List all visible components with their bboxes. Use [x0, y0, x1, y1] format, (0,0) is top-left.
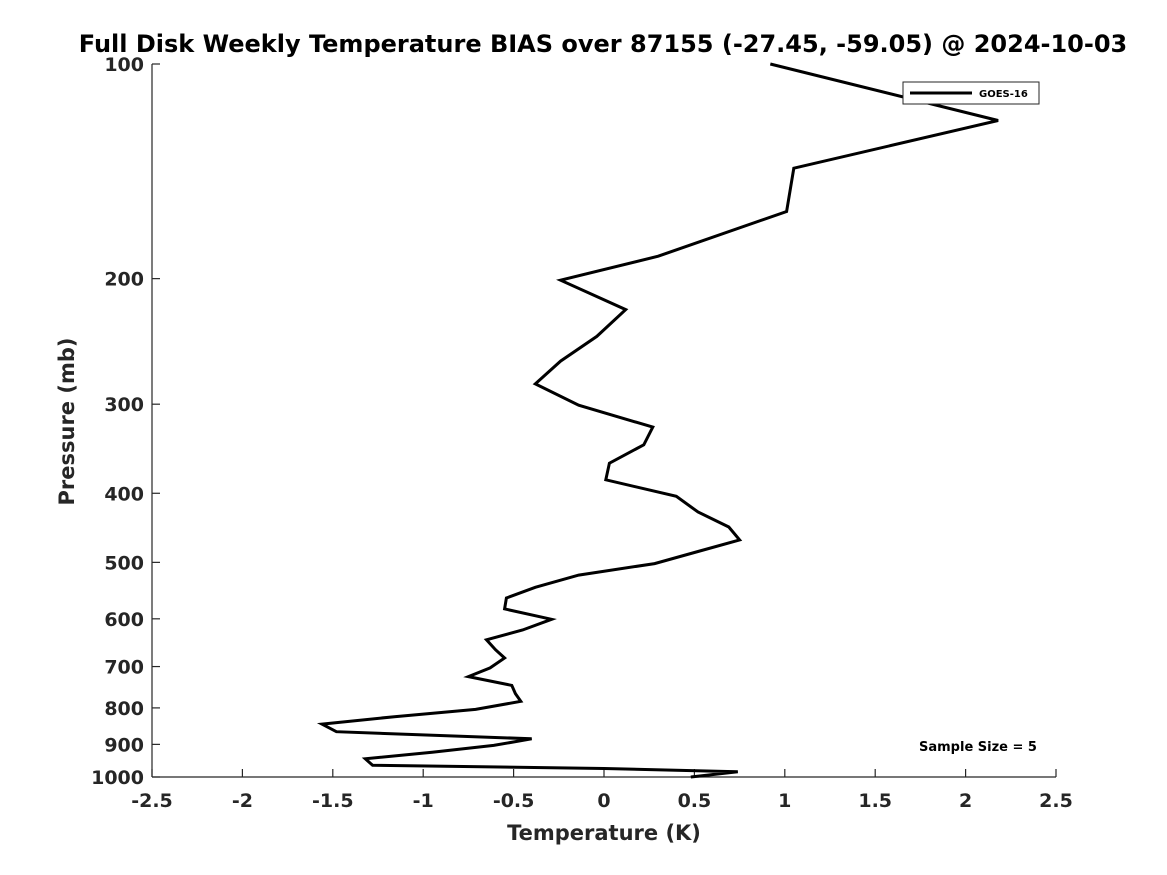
y-tick-label: 1000 [91, 767, 144, 789]
x-axis-ticks: -2.5 -2 -1.5 -1 -0.5 0 0.5 1 1.5 2 2.5 [131, 769, 1073, 812]
x-tick-label: 0 [597, 790, 610, 812]
y-tick-label: 200 [104, 269, 144, 291]
x-tick-label: -1.5 [312, 790, 354, 812]
axes: -2.5 -2 -1.5 -1 -0.5 0 0.5 1 1.5 2 2.5 100 200 300 40… [91, 54, 1073, 812]
y-tick-label: 500 [104, 552, 144, 574]
legend: GOES-16 [902, 81, 1040, 105]
sample-size-annotation: Sample Size = 5 [919, 740, 1037, 755]
series-layer [316, 62, 999, 779]
y-tick-label: 300 [104, 394, 144, 416]
x-tick-label: 0.5 [678, 790, 712, 812]
x-tick-label: -2.5 [131, 790, 173, 812]
x-tick-label: 2 [959, 790, 972, 812]
x-tick-label: -1 [413, 790, 434, 812]
x-tick-label: 2.5 [1039, 790, 1073, 812]
y-tick-label: 400 [104, 483, 144, 505]
y-tick-label: 600 [104, 609, 144, 631]
series-line-goes-16 [316, 62, 999, 779]
y-tick-label: 100 [104, 54, 144, 76]
y-tick-label: 800 [104, 698, 144, 720]
x-tick-label: 1.5 [858, 790, 892, 812]
x-tick-label: 1 [778, 790, 791, 812]
legend-entry-goes-16: GOES-16 [979, 89, 1028, 100]
x-axis-label: Temperature (K) [507, 821, 701, 845]
y-axis-ticks: 100 200 300 400 500 600 700 800 900 1000 [91, 54, 160, 789]
y-tick-label: 900 [104, 734, 144, 756]
chart-title: Full Disk Weekly Temperature BIAS over 8… [79, 30, 1127, 58]
y-tick-label: 700 [104, 657, 144, 679]
y-axis-label: Pressure (mb) [55, 338, 79, 506]
x-tick-label: -2 [232, 790, 253, 812]
x-tick-label: -0.5 [493, 790, 535, 812]
